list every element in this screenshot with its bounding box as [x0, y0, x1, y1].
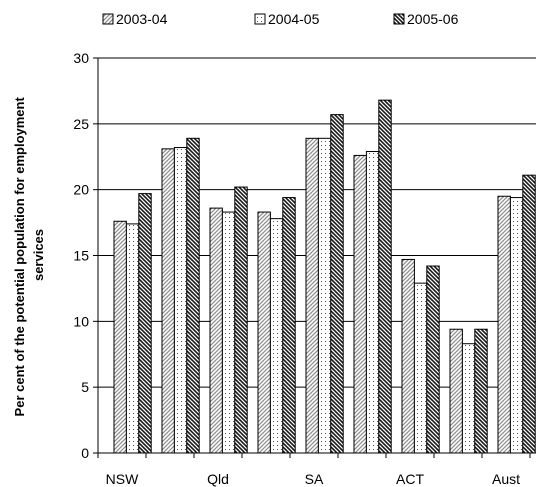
legend-label: 2005-06 — [407, 11, 459, 27]
legend-item-2004-05: 2004-05 — [254, 11, 320, 27]
legend-item-2005-06: 2005-06 — [393, 11, 459, 27]
x-label-sa: SA — [305, 471, 324, 487]
bar-nsw-2003-04 — [113, 220, 127, 454]
y-tick-label: 5 — [81, 379, 89, 395]
x-label-act: ACT — [396, 471, 424, 487]
legend-label: 2004-05 — [268, 11, 320, 27]
bar-qld-2005-06 — [234, 186, 248, 454]
bar-qld-2004-05 — [221, 211, 236, 454]
bar-tas-2005-06 — [378, 99, 392, 454]
legend-item-2003-04: 2003-04 — [102, 11, 168, 27]
bar-tas-2003-04 — [353, 154, 367, 454]
bar-act-2003-04 — [401, 258, 415, 454]
bar-tas-2004-05 — [365, 150, 380, 454]
bar-aust-2005-06 — [522, 174, 536, 454]
y-tick-label: 15 — [73, 248, 89, 264]
bar-vic-2005-06 — [186, 137, 200, 454]
legend: 2003-04 2004-05 2005-06 — [102, 11, 459, 27]
bar-wa-2003-04 — [257, 211, 271, 454]
y-tick-label: 0 — [81, 445, 89, 461]
x-label-qld: Qld — [207, 471, 229, 487]
bar-nsw-2004-05 — [125, 223, 140, 454]
legend-swatch — [254, 13, 266, 25]
x-label-aust: Aust — [492, 471, 520, 487]
bar-aust-2003-04 — [497, 195, 511, 454]
bar-nt-2003-04 — [449, 328, 463, 454]
bar-vic-2004-05 — [173, 147, 188, 454]
x-label-nsw: NSW — [106, 471, 139, 487]
x-axis-labels: NSW Qld SA ACT Aust — [97, 453, 531, 487]
y-tick-label: 10 — [73, 313, 89, 329]
bar-sa-2004-05 — [317, 137, 332, 454]
bar-qld-2003-04 — [209, 207, 223, 454]
legend-swatch — [393, 13, 405, 25]
y-axis-title-line-1: Per cent of the potential population for… — [12, 97, 27, 417]
bar-nt-2005-06 — [474, 328, 488, 454]
bar-wa-2005-06 — [282, 197, 296, 454]
bar-wa-2004-05 — [269, 218, 284, 454]
y-axis-title: Per cent of the potential population for… — [12, 94, 46, 417]
bar-sa-2003-04 — [305, 137, 319, 454]
y-tick-label: 25 — [73, 116, 89, 132]
y-tick-label: 20 — [73, 182, 89, 198]
y-axis-ticks: 0 5 10 15 20 25 30 — [73, 50, 98, 461]
bar-sa-2005-06 — [330, 114, 344, 454]
bar-vic-2003-04 — [161, 148, 175, 454]
y-tick-label: 30 — [73, 50, 89, 66]
legend-label: 2003-04 — [116, 11, 168, 27]
bars — [113, 99, 536, 454]
y-axis-title-line-2: services — [31, 229, 46, 281]
bar-aust-2004-05 — [509, 197, 524, 454]
bar-act-2004-05 — [413, 282, 428, 454]
legend-swatch — [102, 13, 114, 25]
bar-act-2005-06 — [426, 265, 440, 454]
bar-nt-2004-05 — [461, 343, 476, 454]
bar-nsw-2005-06 — [138, 193, 152, 454]
